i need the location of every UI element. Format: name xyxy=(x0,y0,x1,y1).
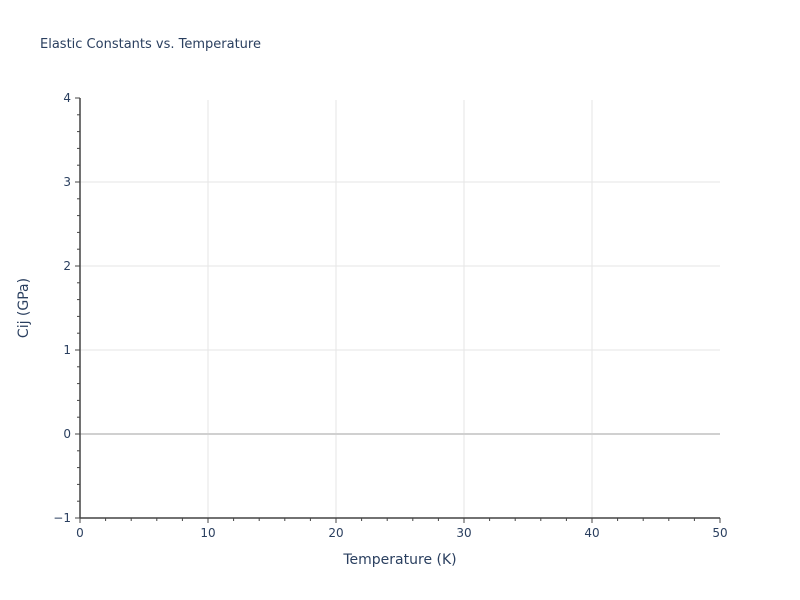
y-tick-label: 4 xyxy=(63,91,71,105)
y-axis-title: Cij (GPa) xyxy=(16,277,32,339)
y-tick-label: 2 xyxy=(63,259,71,273)
x-tick-label: 50 xyxy=(712,526,727,540)
x-tick-label: 10 xyxy=(200,526,215,540)
x-axis-title: Temperature (K) xyxy=(343,552,457,568)
y-tick-label: 1 xyxy=(63,343,71,357)
y-tick-label: 3 xyxy=(63,175,71,189)
x-tick-label: 0 xyxy=(76,526,84,540)
y-tick-label: −1 xyxy=(53,511,71,525)
x-tick-label: 30 xyxy=(456,526,471,540)
chart-title: Elastic Constants vs. Temperature xyxy=(40,37,261,52)
x-tick-label: 40 xyxy=(584,526,599,540)
x-tick-label: 20 xyxy=(328,526,343,540)
y-tick-label: 0 xyxy=(63,427,71,441)
